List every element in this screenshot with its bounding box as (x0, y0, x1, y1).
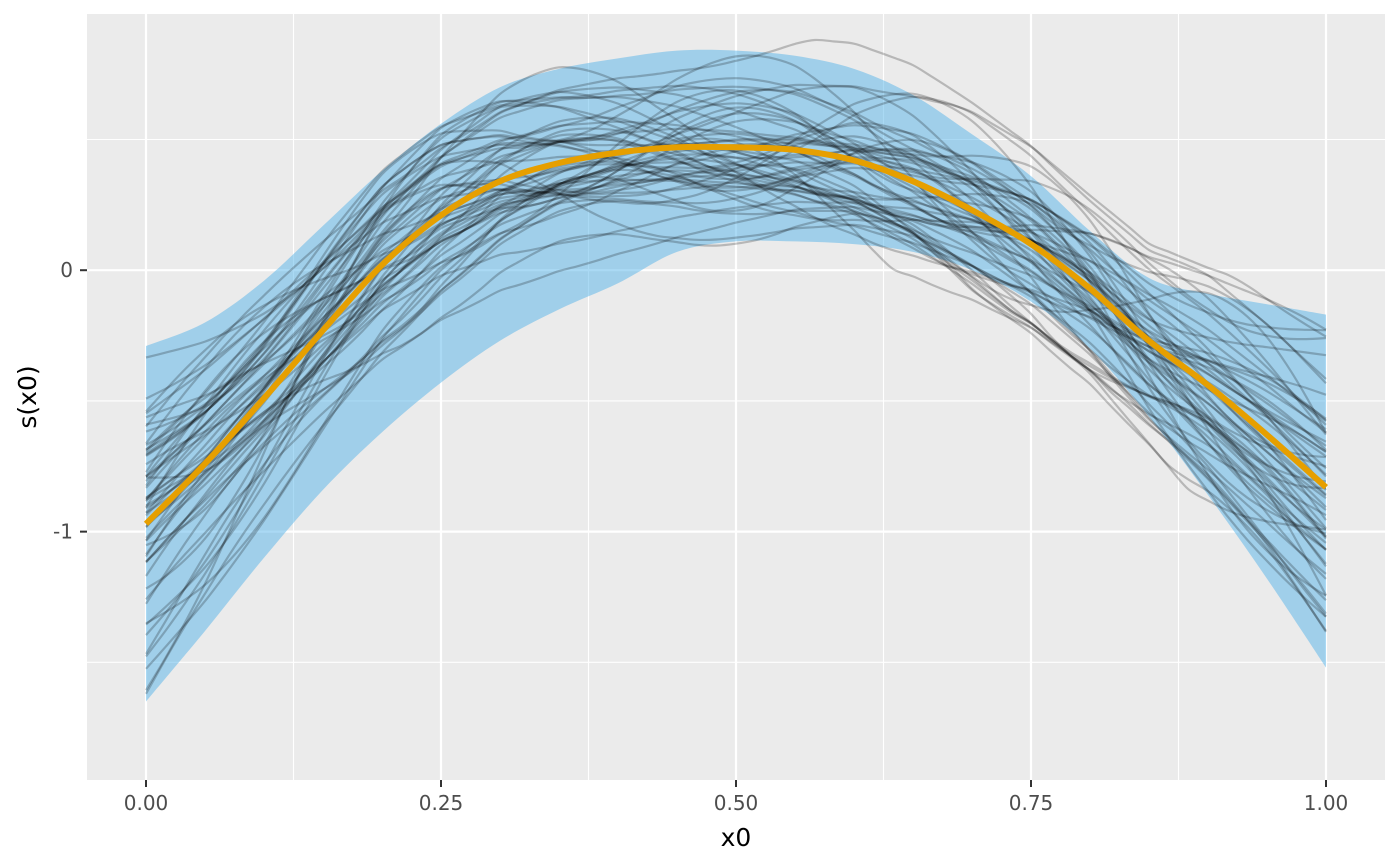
posterior-draw-line (145, 156, 1327, 517)
posterior-draw-line (145, 168, 1327, 618)
posterior-draw-line (145, 124, 1327, 695)
posterior-draw-line (145, 144, 1327, 596)
posterior-draw-line (145, 137, 1327, 636)
posterior-draw-line (145, 199, 1327, 605)
posterior-draw-line (145, 177, 1327, 655)
posterior-draw-line (145, 141, 1327, 487)
posterior-draw-line (145, 127, 1327, 490)
posterior-draw-line (145, 83, 1327, 670)
posterior-draw-line (145, 106, 1327, 597)
posterior-draw-line (145, 99, 1327, 468)
posterior-draw-lines (145, 38, 1327, 695)
x-tick-label: 0.00 (124, 791, 169, 815)
posterior-draw-line (145, 139, 1327, 496)
posterior-draw-line (145, 159, 1327, 531)
x-tick-label: 0.75 (1009, 791, 1054, 815)
posterior-draw-line (145, 161, 1327, 577)
posterior-draw-line (145, 153, 1327, 529)
posterior-draw-line (145, 163, 1327, 547)
posterior-draw-line (145, 135, 1327, 457)
posterior-draw-line (145, 86, 1327, 528)
posterior-draw-line (145, 161, 1327, 539)
x-axis-title: x0 (721, 823, 752, 852)
posterior-draw-line (145, 160, 1327, 568)
x-tick-label: 1.00 (1304, 791, 1349, 815)
posterior-draw-line (145, 111, 1327, 626)
posterior-draw-line (145, 89, 1327, 542)
posterior-draw-line (145, 85, 1327, 529)
posterior-draw-line (145, 118, 1327, 479)
posterior-draw-line (145, 135, 1327, 511)
posterior-draw-line (145, 116, 1327, 544)
posterior-draw-line (145, 38, 1327, 428)
posterior-draw-line (145, 138, 1327, 633)
posterior-draw-line (145, 157, 1327, 551)
posterior-draw-line (145, 92, 1327, 535)
posterior-draw-line (145, 140, 1327, 563)
posterior-draw-line (145, 95, 1327, 478)
posterior-draw-line (145, 173, 1327, 658)
posterior-draw-line (145, 158, 1327, 575)
posterior-draw-line (145, 156, 1327, 618)
posterior-draw-line (145, 138, 1327, 555)
posterior-draw-line (145, 205, 1327, 601)
posterior-draw-line (145, 178, 1327, 477)
y-axis-title: s(x0) (13, 365, 42, 428)
x-tick-label: 0.50 (714, 791, 759, 815)
y-axis-ticks: 0 -1 (53, 258, 87, 544)
posterior-draw-line (145, 121, 1327, 521)
posterior-draw-line (145, 85, 1327, 590)
posterior-draw-line (145, 90, 1327, 538)
posterior-draw-line (145, 212, 1327, 632)
posterior-draw-line (145, 102, 1327, 446)
posterior-draw-line (145, 84, 1327, 458)
posterior-draw-line (145, 54, 1327, 691)
posterior-draw-line (145, 104, 1327, 510)
posterior-draw-line (145, 169, 1327, 580)
posterior-draw-line (145, 77, 1327, 483)
posterior-draw-line (145, 132, 1327, 551)
posterior-draw-line (145, 95, 1327, 451)
posterior-draw-line (145, 88, 1327, 551)
y-tick-label: -1 (53, 520, 73, 544)
y-tick-label: 0 (60, 258, 73, 282)
posterior-draw-line (145, 120, 1327, 508)
estimated-smooth-line (143, 143, 1328, 526)
posterior-draw-line (145, 133, 1327, 457)
x-axis-ticks: 0.00 0.25 0.50 0.75 1.00 (124, 780, 1349, 815)
x-tick-label: 0.25 (419, 791, 464, 815)
posterior-draw-line (145, 127, 1327, 563)
